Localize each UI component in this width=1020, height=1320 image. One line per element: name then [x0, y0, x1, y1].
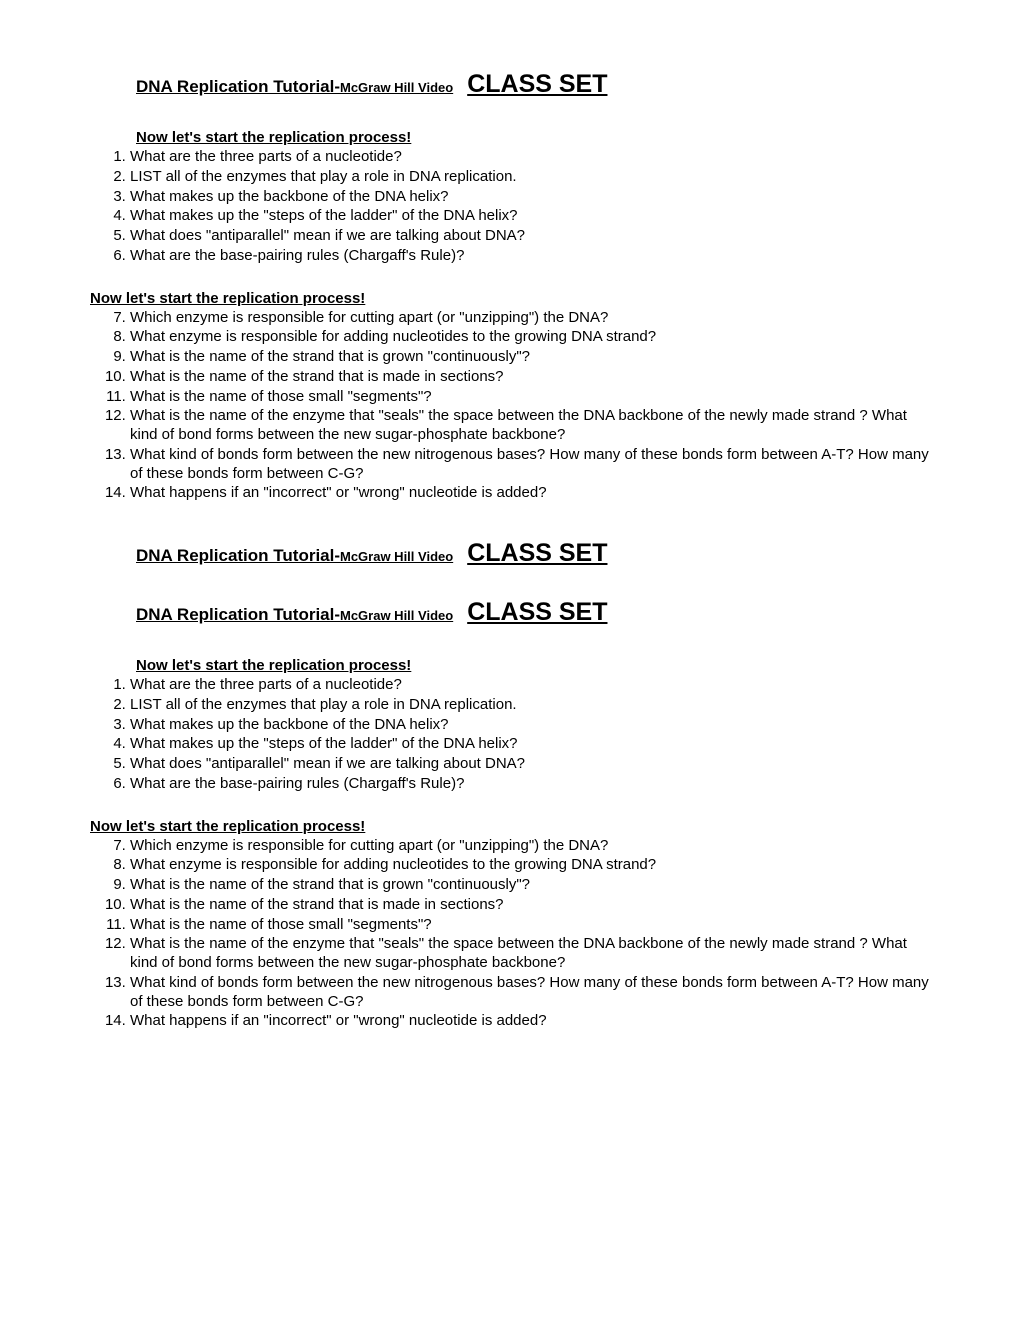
question-item: What is the name of the strand that is m…	[130, 896, 930, 915]
question-item: What is the name of the strand that is g…	[130, 348, 930, 367]
question-item: LIST all of the enzymes that play a role…	[130, 696, 930, 715]
section-2: Now let's start the replication process!…	[90, 290, 930, 504]
question-item: What makes up the "steps of the ladder" …	[130, 207, 930, 226]
question-list-1: What are the three parts of a nucleotide…	[130, 676, 930, 794]
document-title: DNA Replication Tutorial-McGraw Hill Vid…	[136, 539, 930, 568]
title-classset: CLASS SET	[467, 539, 607, 567]
title-classset: CLASS SET	[467, 598, 607, 626]
question-item: What makes up the backbone of the DNA he…	[130, 716, 930, 735]
title-classset: CLASS SET	[467, 70, 607, 98]
section-heading: Now let's start the replication process!	[136, 657, 930, 674]
section-heading: Now let's start the replication process!	[90, 290, 930, 307]
question-list-1: What are the three parts of a nucleotide…	[130, 148, 930, 266]
section-heading: Now let's start the replication process!	[136, 129, 930, 146]
question-item: What does "antiparallel" mean if we are …	[130, 227, 930, 246]
document-page: DNA Replication Tutorial-McGraw Hill Vid…	[0, 0, 1020, 1031]
title-sub: McGraw Hill Video	[340, 549, 453, 564]
title-sub: McGraw Hill Video	[340, 608, 453, 623]
question-item: What is the name of those small "segment…	[130, 388, 930, 407]
question-item: What is the name of the strand that is g…	[130, 876, 930, 895]
question-item: What is the name of those small "segment…	[130, 916, 930, 935]
title-main: DNA Replication Tutorial-	[136, 605, 340, 624]
document-title: DNA Replication Tutorial-McGraw Hill Vid…	[136, 598, 930, 627]
question-item: What is the name of the enzyme that "sea…	[130, 407, 930, 445]
section-heading: Now let's start the replication process!	[90, 818, 930, 835]
question-item: What are the three parts of a nucleotide…	[130, 148, 930, 167]
question-item: What kind of bonds form between the new …	[130, 974, 930, 1012]
question-item: What makes up the "steps of the ladder" …	[130, 735, 930, 754]
question-item: What are the three parts of a nucleotide…	[130, 676, 930, 695]
section-1: Now let's start the replication process!…	[90, 657, 930, 794]
question-item: LIST all of the enzymes that play a role…	[130, 168, 930, 187]
section-1: Now let's start the replication process!…	[90, 129, 930, 266]
question-item: What is the name of the enzyme that "sea…	[130, 935, 930, 973]
question-list-2: Which enzyme is responsible for cutting …	[130, 837, 930, 1032]
question-item: What makes up the backbone of the DNA he…	[130, 188, 930, 207]
question-item: What does "antiparallel" mean if we are …	[130, 755, 930, 774]
question-item: What happens if an "incorrect" or "wrong…	[130, 1012, 930, 1031]
question-item: Which enzyme is responsible for cutting …	[130, 309, 930, 328]
title-main: DNA Replication Tutorial-	[136, 546, 340, 565]
question-item: What are the base-pairing rules (Chargaf…	[130, 247, 930, 266]
question-item: What enzyme is responsible for adding nu…	[130, 328, 930, 347]
document-title: DNA Replication Tutorial-McGraw Hill Vid…	[136, 70, 930, 99]
question-item: What enzyme is responsible for adding nu…	[130, 856, 930, 875]
title-sub: McGraw Hill Video	[340, 80, 453, 95]
question-list-2: Which enzyme is responsible for cutting …	[130, 309, 930, 504]
section-2: Now let's start the replication process!…	[90, 818, 930, 1032]
question-item: What happens if an "incorrect" or "wrong…	[130, 484, 930, 503]
question-item: What kind of bonds form between the new …	[130, 446, 930, 484]
question-item: What is the name of the strand that is m…	[130, 368, 930, 387]
title-main: DNA Replication Tutorial-	[136, 77, 340, 96]
question-item: Which enzyme is responsible for cutting …	[130, 837, 930, 856]
question-item: What are the base-pairing rules (Chargaf…	[130, 775, 930, 794]
